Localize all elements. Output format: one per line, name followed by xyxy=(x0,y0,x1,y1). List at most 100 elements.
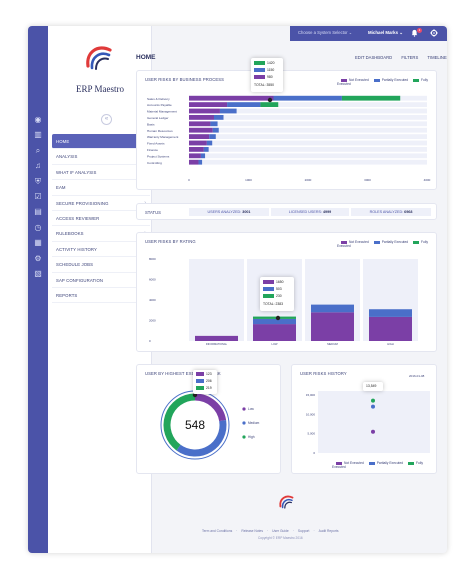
shield-icon[interactable]: ⛨ xyxy=(35,176,41,186)
bar-segment[interactable] xyxy=(189,95,274,101)
donut-slice[interactable] xyxy=(176,419,227,457)
category-label: HIGH xyxy=(387,342,394,346)
tick-label: 0 xyxy=(149,339,151,343)
bar-chart-icon[interactable]: ▥ xyxy=(34,130,42,140)
dashboard-icon[interactable]: ◉ xyxy=(34,115,42,124)
topbar: Choose a System Selector ⌄ Michael Marks… xyxy=(290,26,447,41)
rating-legend: Not Executed Partially Executed Fully Ex… xyxy=(337,240,436,248)
data-point[interactable] xyxy=(371,398,375,403)
history-legend: Not Executed Partially Executed Fully Ex… xyxy=(332,461,436,469)
bar-segment[interactable] xyxy=(227,102,261,107)
history-date: 2016-01-08 xyxy=(409,374,425,378)
bar-segment[interactable] xyxy=(260,102,279,107)
bell-icon[interactable]: ♫ xyxy=(35,161,41,171)
hover-marker xyxy=(267,97,273,103)
calendar-icon[interactable]: ▦ xyxy=(34,238,42,248)
column-segment[interactable] xyxy=(253,324,296,341)
system-selector[interactable]: Choose a System Selector ⌄ xyxy=(298,30,353,35)
bar-segment[interactable] xyxy=(189,159,199,165)
column-segment[interactable] xyxy=(369,316,412,341)
copyright: Copyright © ERP Maestro 2016 xyxy=(258,536,303,540)
timeline-link[interactable]: TIMELINE xyxy=(427,55,447,60)
book-icon[interactable]: ▤ xyxy=(34,207,42,217)
bar-segment[interactable] xyxy=(206,140,213,146)
legend-label: High xyxy=(248,435,255,439)
business-process-card: USER RISKS BY BUSINESS PROCESS Not Execu… xyxy=(136,58,437,190)
bar-segment[interactable] xyxy=(189,134,210,139)
column-segment[interactable] xyxy=(253,318,296,325)
user-name: Michael Marks xyxy=(368,30,399,35)
bar-segment[interactable] xyxy=(213,115,224,120)
business-process-chart: Sales & Delivery Accounts Payable Material… xyxy=(137,71,438,196)
user-check-icon[interactable]: ☑ xyxy=(34,192,42,201)
donut-slice[interactable] xyxy=(163,393,196,451)
bar-segment[interactable] xyxy=(203,147,209,152)
collapse-button[interactable]: « xyxy=(101,114,112,125)
column-segment[interactable] xyxy=(311,312,354,341)
sidebar-item-label: SAP CONFIGURATION xyxy=(56,277,104,283)
tick-label: 3000 xyxy=(364,178,371,182)
bar-track xyxy=(189,102,427,107)
bar-segment[interactable] xyxy=(198,159,203,165)
footer-link[interactable]: Release Notes xyxy=(241,529,263,533)
legend-fully-executed: Fully Executed xyxy=(337,78,428,86)
system-selector-label: Choose a System Selector xyxy=(298,30,348,35)
bar-segment[interactable] xyxy=(209,134,216,139)
user-menu[interactable]: Michael Marks ⌄ xyxy=(368,30,403,35)
legend-swatch xyxy=(373,78,380,82)
sidebar-item-label: ACCESS REVIEWER xyxy=(56,215,100,221)
edit-dashboard-link[interactable]: EDIT DASHBOARD xyxy=(355,55,393,60)
legend-dot xyxy=(242,407,246,411)
bar-segment[interactable] xyxy=(341,95,401,101)
legend-not-executed: Not Executed xyxy=(344,461,364,465)
bar-segment[interactable] xyxy=(189,140,207,146)
bar-segment[interactable] xyxy=(189,108,220,114)
sidebar-item-secure-provisioning[interactable]: SECURE PROVISIONING › xyxy=(52,196,150,211)
bell-icon[interactable] xyxy=(411,29,418,40)
column-track xyxy=(189,259,244,341)
footer-link[interactable]: Support xyxy=(297,529,310,533)
column-segment[interactable] xyxy=(253,316,296,319)
donut-slice[interactable] xyxy=(194,393,227,422)
tick-label: 4000 xyxy=(424,178,431,182)
bar-segment[interactable] xyxy=(189,115,214,120)
legend-dot xyxy=(242,435,246,439)
data-point[interactable] xyxy=(371,429,375,434)
column-segment[interactable] xyxy=(195,335,238,341)
footer-link[interactable]: Term and Conditions xyxy=(202,529,233,533)
bar-segment[interactable] xyxy=(189,147,204,152)
icon-rail: ◉ ▥ ⌕ ♫ ⛨ ☑ ▤ ◷ ▦ ⚙ ▧ xyxy=(28,26,48,553)
bar-segment[interactable] xyxy=(189,153,201,159)
legend-label: Medium xyxy=(248,421,260,425)
filters-link[interactable]: FILTERS xyxy=(401,55,419,60)
bar-segment[interactable] xyxy=(273,95,342,101)
bar-segment[interactable] xyxy=(189,121,211,127)
bar-segment[interactable] xyxy=(212,127,219,133)
footer-link[interactable]: Audit Reports xyxy=(318,529,339,533)
status-card: STATUS USERS ANALYZED: 3001 LICENSED USE… xyxy=(136,203,437,220)
page-links: EDIT DASHBOARD FILTERS TIMELINE xyxy=(347,55,447,60)
bar-segment[interactable] xyxy=(189,102,228,107)
bar-segment[interactable] xyxy=(210,121,218,127)
bar-segment[interactable] xyxy=(189,127,213,133)
bar-track xyxy=(189,108,427,114)
tick-label: 8000 xyxy=(149,257,156,261)
clock-icon[interactable]: ◷ xyxy=(34,222,42,232)
tick-label: 4000 xyxy=(149,298,156,302)
sidebar-item-label: EAM xyxy=(56,185,66,191)
data-point[interactable] xyxy=(371,404,375,409)
gear-icon[interactable]: ⚙ xyxy=(34,253,42,263)
category-label: Fixed Assets xyxy=(147,142,165,146)
document-icon[interactable]: ▧ xyxy=(34,269,42,278)
search-icon[interactable]: ⌕ xyxy=(35,145,41,155)
column-segment[interactable] xyxy=(369,309,412,317)
bp-svg: Sales & Delivery Accounts Payable Material… xyxy=(147,95,431,182)
column-segment[interactable] xyxy=(311,304,354,313)
bar-segment[interactable] xyxy=(200,153,206,159)
separator: · xyxy=(236,529,238,533)
gear-icon[interactable] xyxy=(430,29,438,40)
bar-segment[interactable] xyxy=(219,108,237,114)
tooltip-total: TOTAL: 2383 xyxy=(263,302,284,306)
category-label: LOW xyxy=(272,342,278,346)
footer-link[interactable]: User Guide xyxy=(272,529,289,533)
